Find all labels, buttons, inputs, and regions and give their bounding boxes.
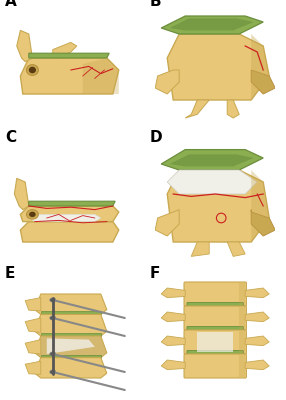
FancyBboxPatch shape [184,282,247,306]
Polygon shape [83,58,119,94]
Polygon shape [41,333,101,336]
Polygon shape [161,288,185,298]
Polygon shape [47,338,95,354]
Polygon shape [161,312,185,322]
Ellipse shape [26,65,38,75]
Polygon shape [161,16,263,34]
FancyBboxPatch shape [187,302,243,308]
Polygon shape [251,170,269,242]
Polygon shape [185,100,209,118]
FancyBboxPatch shape [187,350,243,356]
Polygon shape [155,70,179,94]
Polygon shape [25,361,41,374]
Polygon shape [35,336,107,358]
Polygon shape [167,34,269,100]
Ellipse shape [50,298,56,302]
Text: F: F [149,266,160,281]
Polygon shape [25,298,41,311]
Polygon shape [170,154,254,166]
Polygon shape [161,360,185,370]
Polygon shape [167,170,269,242]
Polygon shape [227,100,239,118]
Ellipse shape [50,352,56,356]
Polygon shape [239,355,245,377]
Ellipse shape [26,210,38,219]
Polygon shape [41,311,101,314]
Polygon shape [239,307,245,329]
Text: C: C [5,130,16,145]
Polygon shape [170,18,254,30]
Polygon shape [161,336,185,346]
Ellipse shape [50,370,56,374]
Polygon shape [251,34,269,100]
Polygon shape [155,210,179,236]
Polygon shape [245,312,269,322]
FancyBboxPatch shape [187,326,243,332]
Polygon shape [14,178,29,210]
Polygon shape [245,360,269,370]
Polygon shape [239,331,245,353]
FancyBboxPatch shape [184,354,247,378]
Polygon shape [239,283,245,305]
Polygon shape [161,150,263,170]
Text: A: A [5,0,17,9]
Polygon shape [35,358,107,378]
Ellipse shape [29,67,36,73]
Ellipse shape [29,212,36,217]
FancyBboxPatch shape [184,306,247,330]
Polygon shape [245,288,269,298]
Polygon shape [25,318,41,332]
Polygon shape [29,201,115,206]
Polygon shape [29,214,101,222]
Polygon shape [29,53,109,58]
Text: B: B [149,0,161,9]
FancyBboxPatch shape [184,330,247,354]
Polygon shape [197,332,233,352]
Polygon shape [251,210,275,236]
Polygon shape [53,42,77,58]
Polygon shape [167,170,257,194]
Polygon shape [20,222,119,242]
Ellipse shape [50,316,56,320]
Polygon shape [35,314,107,336]
Polygon shape [20,206,119,222]
Polygon shape [191,242,209,256]
Polygon shape [25,340,41,354]
Polygon shape [17,30,32,62]
Polygon shape [20,58,119,94]
Polygon shape [251,70,275,94]
Polygon shape [41,354,101,358]
Polygon shape [35,294,107,314]
Polygon shape [227,242,245,256]
Polygon shape [245,336,269,346]
Text: D: D [149,130,162,145]
Text: E: E [5,266,15,281]
